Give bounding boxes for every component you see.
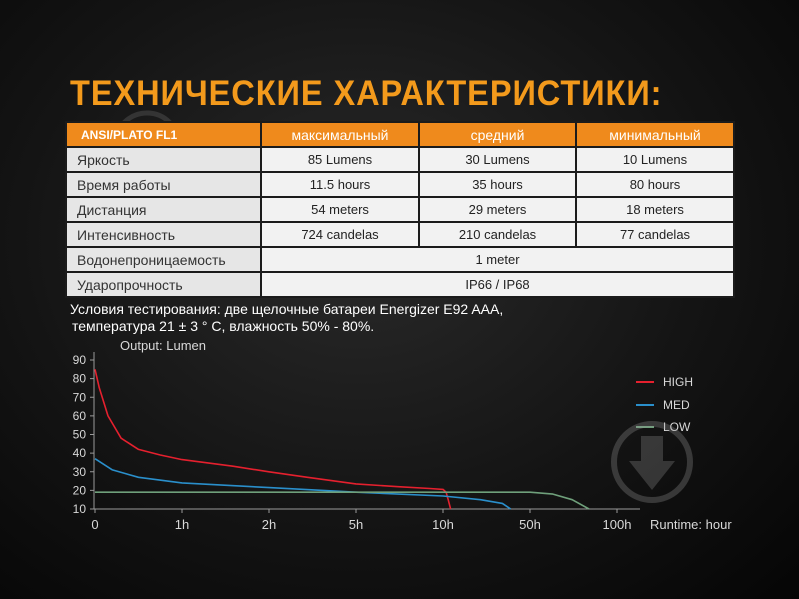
table-cell: 30 Lumens xyxy=(418,146,577,173)
x-tick-label: 2h xyxy=(262,517,276,532)
table-header-cell: минимальный xyxy=(575,121,735,148)
legend-label-low: LOW xyxy=(663,420,691,434)
table-cell: 1 meter xyxy=(260,246,735,273)
row-label: Интенсивность xyxy=(65,221,262,248)
table-header-cell: средний xyxy=(418,121,577,148)
table-row: Время работы 11.5 hours 35 hours 80 hour… xyxy=(65,171,735,198)
row-label: Ударопрочность xyxy=(65,271,262,298)
table-row: Ударопрочность IP66 / IP68 xyxy=(65,271,735,298)
table-cell: 54 meters xyxy=(260,196,420,223)
table-cell: 29 meters xyxy=(418,196,577,223)
x-tick-label: 5h xyxy=(349,517,363,532)
test-conditions-line-2: температура 21 ± 3 ° C, влажность 50% - … xyxy=(72,318,375,334)
y-tick-label: 60 xyxy=(73,409,87,423)
series-line-med xyxy=(94,458,512,510)
y-axis-label: Output: Lumen xyxy=(120,338,206,353)
test-conditions: Условия тестирования: две щелочные батар… xyxy=(70,301,503,335)
row-label: Яркость xyxy=(65,146,262,173)
x-tick-label: 1h xyxy=(175,517,189,532)
specs-table: ANSI/PLATO FL1 максимальный средний мини… xyxy=(65,121,735,298)
runtime-chart: 90 80 70 60 50 40 30 20 10 0 1h 2h 5h 10h 50h 100h Outpu… xyxy=(73,338,733,532)
y-tick-label: 10 xyxy=(73,502,87,516)
y-tick-label: 70 xyxy=(73,390,87,404)
table-header-row: ANSI/PLATO FL1 максимальный средний мини… xyxy=(65,121,735,148)
x-tick-label: 50h xyxy=(519,517,541,532)
table-cell: 35 hours xyxy=(418,171,577,198)
test-conditions-line-1: Условия тестирования: две щелочные батар… xyxy=(70,301,504,317)
x-tick-label: 100h xyxy=(603,517,632,532)
table-cell: 85 Lumens xyxy=(260,146,420,173)
y-tick-label: 80 xyxy=(73,372,87,386)
table-header-cell: максимальный xyxy=(260,121,420,148)
row-label: Время работы xyxy=(65,171,262,198)
series-line-high xyxy=(94,369,452,510)
table-cell: 77 candelas xyxy=(575,221,735,248)
y-tick-label: 50 xyxy=(73,428,87,442)
y-tick-label: 90 xyxy=(73,353,87,367)
table-cell: 80 hours xyxy=(575,171,735,198)
table-cell: 11.5 hours xyxy=(260,171,420,198)
table-cell: IP66 / IP68 xyxy=(260,271,735,298)
y-tick-label: 40 xyxy=(73,446,87,460)
x-tick-label: 0 xyxy=(91,517,98,532)
series-line-low xyxy=(95,491,590,510)
legend-label-high: HIGH xyxy=(663,375,693,389)
table-cell: 10 Lumens xyxy=(575,146,735,173)
table-cell: 724 candelas xyxy=(260,221,420,248)
table-cell: 18 meters xyxy=(575,196,735,223)
x-tick-label: 10h xyxy=(432,517,454,532)
table-row: Водонепроницаемость 1 meter xyxy=(65,246,735,273)
table-row: Яркость 85 Lumens 30 Lumens 10 Lumens xyxy=(65,146,735,173)
legend-label-med: MED xyxy=(663,398,690,412)
table-header-cell: ANSI/PLATO FL1 xyxy=(65,121,262,148)
row-label: Дистанция xyxy=(65,196,262,223)
table-row: Интенсивность 724 candelas 210 candelas … xyxy=(65,221,735,248)
page-title: ТЕХНИЧЕСКИЕ ХАРАКТЕРИСТИКИ: xyxy=(70,74,663,113)
table-cell: 210 candelas xyxy=(418,221,577,248)
row-label: Водонепроницаемость xyxy=(65,246,262,273)
y-tick-label: 30 xyxy=(73,465,87,479)
table-row: Дистанция 54 meters 29 meters 18 meters xyxy=(65,196,735,223)
x-axis-label: Runtime: hour xyxy=(650,517,732,532)
y-tick-label: 20 xyxy=(73,483,87,497)
